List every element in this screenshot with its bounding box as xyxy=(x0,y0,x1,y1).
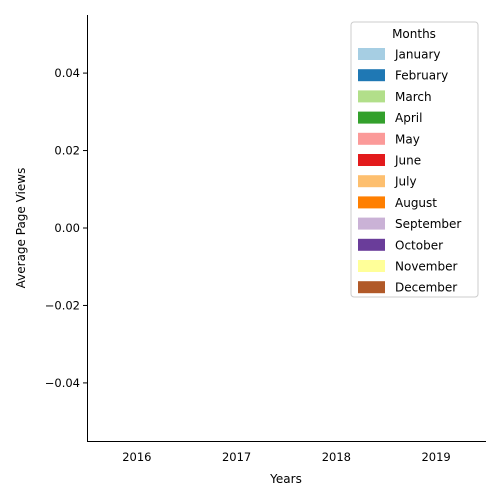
y-tick-label: −0.02 xyxy=(45,298,80,312)
legend-items: January February March April May June July Augu… xyxy=(358,48,461,295)
legend-entry-label: July xyxy=(394,175,417,189)
legend-swatch xyxy=(358,111,385,124)
y-tick-label: 0.02 xyxy=(54,144,80,158)
legend-entry-label: October xyxy=(395,238,443,252)
legend-swatch xyxy=(358,217,385,230)
y-ticks: −0.04 −0.02 0.00 0.02 0.04 xyxy=(45,66,87,390)
legend-entry-label: February xyxy=(395,69,448,83)
axes: −0.04−0.020.000.020.04 2016 2017 2018 2019 … xyxy=(14,15,486,486)
x-axis-label: Years xyxy=(269,472,302,486)
legend-entry-label: March xyxy=(395,90,432,104)
legend-entry-label: September xyxy=(395,217,461,231)
legend-swatch xyxy=(358,238,385,251)
legend-swatch xyxy=(358,281,385,294)
x-tick-label: 2017 xyxy=(222,450,251,464)
y-tick-label: 0.04 xyxy=(54,66,80,80)
legend-swatch xyxy=(358,260,385,272)
x-ticks: 2016 2017 2018 2019 xyxy=(122,450,451,464)
x-tick-label: 2016 xyxy=(122,450,151,464)
legend-entry-label: January xyxy=(394,48,441,62)
legend-swatch xyxy=(358,69,385,82)
x-tick-label: 2018 xyxy=(322,450,351,464)
y-axis-label: Average Page Views xyxy=(14,168,28,289)
y-tick-label: −0.04 xyxy=(45,376,80,390)
y-tick-label: 0.00 xyxy=(54,221,80,235)
legend-entry-label: May xyxy=(395,132,420,146)
legend: Months JanuaryFebruaryMarchAprilMayJuneJ… xyxy=(350,21,479,298)
legend-entry-label: November xyxy=(395,260,457,274)
legend-entry-label: December xyxy=(395,281,457,295)
legend-swatch xyxy=(358,196,385,209)
legend-title: Months xyxy=(392,27,436,41)
legend-entry-label: August xyxy=(395,196,437,210)
legend-swatch xyxy=(358,48,385,60)
legend-entry-label: June xyxy=(394,154,421,168)
legend-swatch xyxy=(358,154,385,166)
legend-swatch xyxy=(358,175,385,188)
legend-swatch xyxy=(358,132,385,145)
legend-swatch xyxy=(358,90,385,103)
x-tick-label: 2019 xyxy=(421,450,450,464)
legend-entry-label: April xyxy=(395,111,422,125)
